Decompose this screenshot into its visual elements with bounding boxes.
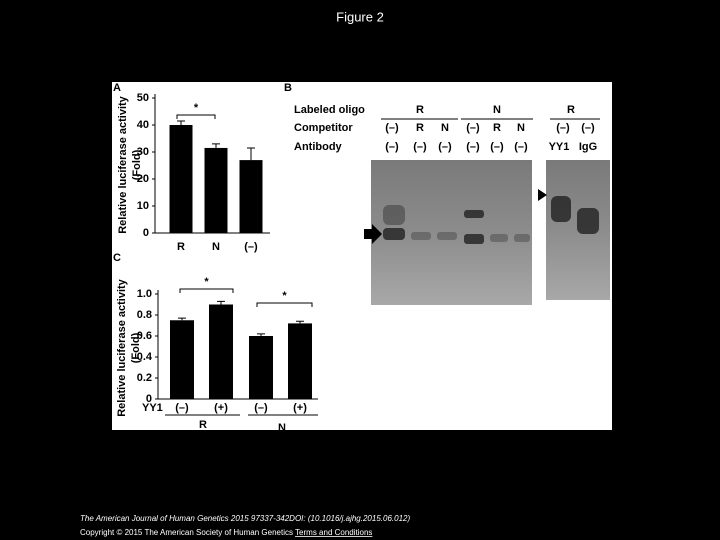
antibody-label: (–) bbox=[466, 141, 480, 153]
bar bbox=[170, 320, 194, 399]
arrowhead bbox=[538, 189, 547, 201]
bar bbox=[204, 147, 228, 233]
y-axis-label: Relative luciferase activity bbox=[117, 95, 129, 233]
panel-label: A bbox=[113, 82, 121, 94]
competitor-label: (–) bbox=[466, 122, 480, 134]
y-tick-label: 0 bbox=[146, 393, 152, 405]
bar bbox=[249, 336, 273, 399]
oligo-label: R bbox=[416, 104, 424, 116]
y-tick-label: 20 bbox=[137, 173, 149, 185]
y-tick-label: 50 bbox=[137, 92, 149, 104]
error-bar bbox=[212, 143, 220, 148]
antibody-label: YY1 bbox=[549, 141, 570, 153]
x-tick-label: (–) bbox=[244, 241, 258, 253]
arrow bbox=[364, 224, 382, 244]
x-tick-label: (–) bbox=[254, 402, 268, 414]
bar bbox=[288, 323, 312, 399]
x-tick-label: R bbox=[177, 241, 185, 253]
bar bbox=[169, 125, 193, 233]
error-bar bbox=[217, 300, 225, 305]
y-tick-label: 0.4 bbox=[137, 351, 153, 363]
y-tick-label: 0 bbox=[143, 227, 149, 239]
competitor-label: (–) bbox=[581, 122, 595, 134]
x-tick-label: N bbox=[212, 241, 220, 253]
error-bar bbox=[257, 333, 265, 336]
row-label: YY1 bbox=[142, 402, 163, 414]
significance-label: * bbox=[194, 102, 199, 114]
y-tick-label: 0.2 bbox=[137, 372, 152, 384]
competitor-label: R bbox=[416, 122, 424, 134]
copyright: Copyright © 2015 The American Society of… bbox=[80, 528, 293, 537]
significance-bracket bbox=[256, 302, 313, 307]
x-tick-label: (+) bbox=[214, 402, 228, 414]
antibody-label: (–) bbox=[413, 141, 427, 153]
group-label: N bbox=[278, 422, 286, 434]
competitor-label: N bbox=[517, 122, 525, 134]
y-tick-label: 40 bbox=[137, 119, 149, 131]
y-axis-label: (Fold) bbox=[130, 332, 142, 363]
footer-text: Copyright © 2015 The American Society of… bbox=[80, 528, 372, 537]
panel-label: B bbox=[284, 82, 292, 94]
error-bar bbox=[177, 120, 185, 125]
competitor-label: N bbox=[441, 122, 449, 134]
competitor-label: (–) bbox=[556, 122, 570, 134]
gel-bands bbox=[383, 196, 599, 244]
error-bar bbox=[296, 320, 304, 324]
error-bar bbox=[247, 147, 255, 161]
row-label: Competitor bbox=[294, 122, 353, 134]
antibody-label: (–) bbox=[438, 141, 452, 153]
significance-label: * bbox=[282, 290, 287, 302]
y-tick-label: 10 bbox=[137, 200, 149, 212]
error-bar bbox=[178, 317, 186, 321]
bar bbox=[209, 304, 233, 399]
y-axis-label: Relative luciferase activity bbox=[116, 278, 128, 416]
oligo-label: N bbox=[493, 104, 501, 116]
antibody-label: (–) bbox=[514, 141, 528, 153]
antibody-label: (–) bbox=[385, 141, 399, 153]
terms-link[interactable]: Terms and Conditions bbox=[295, 528, 372, 537]
y-tick-label: 30 bbox=[137, 146, 149, 158]
oligo-label: R bbox=[567, 104, 575, 116]
row-label: Antibody bbox=[294, 141, 343, 153]
x-tick-label: (+) bbox=[293, 402, 307, 414]
citation: The American Journal of Human Genetics 2… bbox=[80, 514, 410, 523]
row-label: Labeled oligo bbox=[294, 104, 365, 116]
antibody-label: IgG bbox=[579, 141, 597, 153]
antibody-label: (–) bbox=[490, 141, 504, 153]
competitor-label: (–) bbox=[385, 122, 399, 134]
competitor-label: R bbox=[493, 122, 501, 134]
y-tick-label: 1.0 bbox=[137, 288, 152, 300]
bar bbox=[239, 160, 263, 233]
significance-bracket bbox=[179, 288, 234, 293]
y-tick-label: 0.6 bbox=[137, 330, 152, 342]
significance-label: * bbox=[204, 276, 209, 288]
x-tick-label: (–) bbox=[175, 402, 189, 414]
y-axis-label: (Fold) bbox=[131, 149, 143, 180]
significance-bracket bbox=[176, 114, 216, 119]
slide-title: Figure 2 bbox=[336, 9, 384, 24]
panel-label: C bbox=[113, 252, 121, 264]
y-tick-label: 0.8 bbox=[137, 309, 152, 321]
group-label: R bbox=[199, 419, 207, 431]
